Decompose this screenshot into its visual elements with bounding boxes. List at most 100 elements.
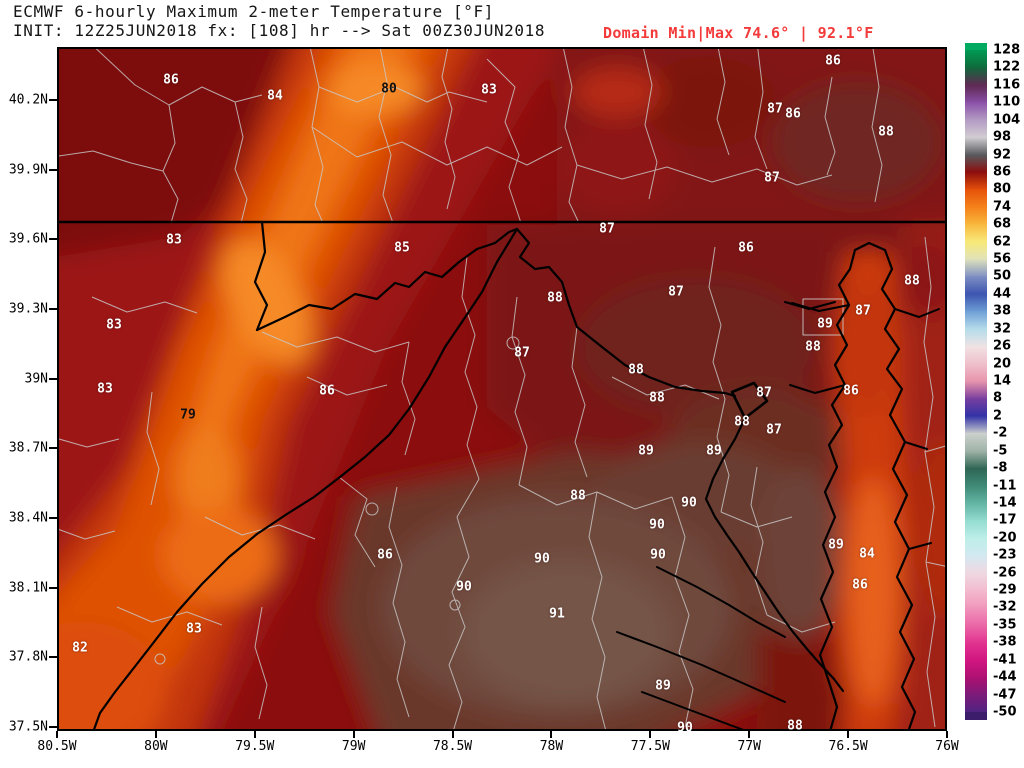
dc-diamond [730, 381, 769, 420]
temp-label: 90 [534, 551, 550, 567]
temp-label: 86 [852, 577, 868, 593]
colorbar-tick-label: 92 [993, 147, 1012, 163]
lat-tick [49, 377, 57, 380]
colorbar-segment [965, 572, 987, 591]
colorbar-tick-label: 2 [993, 408, 1003, 424]
colorbar-segment [965, 433, 987, 452]
colorbar-segment [965, 677, 987, 696]
temp-label: 86 [843, 383, 859, 399]
temp-label: 86 [163, 72, 179, 88]
colorbar-tick-label: -17 [993, 512, 1017, 528]
colorbar-tick-label: -2 [993, 425, 1008, 441]
temp-label: 90 [681, 495, 697, 511]
lon-tick-label: 76.5W [828, 739, 868, 754]
lat-tick-label: 39.6N [8, 231, 48, 247]
lat-tick-label: 39.3N [8, 301, 48, 317]
temp-label: 90 [650, 547, 666, 563]
temp-label: 87 [599, 221, 615, 237]
lat-tick [49, 726, 57, 729]
colorbar-segment [965, 154, 987, 173]
york-river [616, 631, 786, 703]
temp-labels: 86 84 80 83 86 87 86 88 87 87 83 85 86 88 87 88 87 89 83 88… [57, 47, 947, 732]
colorbar-tick-label: -32 [993, 599, 1017, 615]
temp-label: 87 [767, 101, 783, 117]
temp-label: 85 [394, 240, 410, 256]
temp-label: 83 [166, 232, 182, 248]
lat-tick-label: 38.7N [8, 440, 48, 456]
colorbar-bottom-cap [965, 711, 987, 720]
colorbar-segment [965, 694, 987, 713]
temp-label: 88 [734, 414, 750, 430]
temp-label: 80 [381, 81, 397, 97]
colorbar-segment [965, 520, 987, 539]
domain-minmax-readout: Domain Min|Max 74.6° | 92.1°F [603, 24, 874, 42]
colorbar-tick-label: 8 [993, 390, 1003, 406]
colorbar-segment [965, 659, 987, 678]
colorbar-tick-label: 128 [993, 42, 1021, 58]
lon-tick-label: 78.5W [432, 739, 473, 754]
potomac-upper [255, 227, 519, 332]
lat-tick [49, 656, 57, 659]
colorbar-tick-label: -11 [993, 478, 1017, 493]
colorbar-segment [965, 485, 987, 504]
temp-label: 83 [481, 82, 497, 98]
lat-tick-label: 40.2N [8, 92, 48, 108]
colorbar-segment [965, 502, 987, 521]
colorbar-tick-label: -41 [993, 652, 1017, 668]
map-svg [57, 47, 947, 731]
temp-label: 87 [764, 170, 780, 186]
colorbar-tick-label: -44 [993, 669, 1017, 685]
lat-tick-label: 38.1N [8, 580, 48, 596]
temp-label: 88 [570, 488, 586, 504]
temp-label: 88 [805, 339, 821, 355]
temp-label: 86 [738, 240, 754, 256]
temp-label: 88 [878, 124, 894, 140]
map-panel: 86 84 80 83 86 87 86 88 87 87 83 85 86 88 87 88 87 89 83 88… [57, 47, 947, 731]
colorbar-segment [965, 346, 987, 365]
temp-label: 84 [267, 88, 283, 104]
colorbar-top-cap [965, 43, 987, 50]
bay-head [853, 241, 887, 252]
colorbar-segment [965, 328, 987, 347]
colorbar-tick-label: 86 [993, 164, 1012, 180]
temp-label: 82 [72, 640, 88, 656]
lat-tick [49, 308, 57, 310]
lon-tick [847, 731, 850, 738]
colorbar-segment [965, 171, 987, 190]
colorbar-tick-label: -14 [993, 495, 1017, 511]
colorbar-tick-label: 44 [993, 286, 1012, 302]
colorbar-tick-label: 80 [993, 181, 1012, 197]
colorbar-segment [965, 311, 987, 330]
colorbar-tick-label: 14 [993, 373, 1012, 389]
lon-tick-label: 77W [737, 739, 761, 754]
potomac-lower [704, 416, 845, 693]
colorbar-tick-label: 32 [993, 321, 1012, 337]
colorbar-segment [965, 642, 987, 661]
tributary [908, 542, 932, 550]
lat-tick-label: 37.8N [8, 649, 48, 665]
lat-tick [49, 168, 57, 171]
colorbar-tick-label: -38 [993, 634, 1017, 650]
colorbar-tick-label: 38 [993, 303, 1012, 319]
lat-tick-label: 39.9N [8, 162, 48, 178]
temp-label: 87 [668, 284, 684, 300]
lon-tick [748, 731, 751, 738]
colorbar-segment [965, 102, 987, 121]
colorbar-tick-label: 26 [993, 338, 1012, 354]
james-river [641, 691, 750, 731]
lon-tick-label: 80.5W [37, 739, 77, 754]
tributary [894, 308, 940, 318]
lon-tick [946, 731, 948, 738]
temp-label: 88 [628, 362, 644, 378]
colorbar-segment [965, 468, 987, 486]
colorbar-tick-label: -50 [993, 704, 1017, 720]
lon-tick-label: 79W [341, 739, 366, 754]
temp-label: 87 [855, 303, 871, 319]
lon-tick [56, 731, 58, 738]
temperature-colorbar: 128 122 116 110 104 98 92 86 80 74 68 62 56 50 44 38 32 2… [965, 43, 1024, 720]
colorbar-segment [965, 259, 987, 277]
colorbar-segment [965, 189, 987, 208]
temp-label: 89 [828, 537, 844, 553]
colorbar-tick-label: 56 [993, 251, 1012, 267]
temp-label: 86 [825, 53, 841, 69]
